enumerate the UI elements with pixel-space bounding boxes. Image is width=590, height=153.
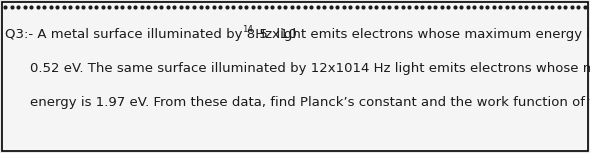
Text: Q3:- A metal surface illuminated by 8.5 x10: Q3:- A metal surface illuminated by 8.5 … — [5, 28, 297, 41]
Text: 14: 14 — [242, 25, 253, 34]
Text: energy is 1.97 eV. From these data, find Planck’s constant and the work function: energy is 1.97 eV. From these data, find… — [30, 96, 590, 109]
Text: 0.52 eV. The same surface illuminated by 12x1014 Hz light emits electrons whose : 0.52 eV. The same surface illuminated by… — [30, 62, 590, 75]
Text: Hz light emits electrons whose maximum energy is: Hz light emits electrons whose maximum e… — [251, 28, 590, 41]
